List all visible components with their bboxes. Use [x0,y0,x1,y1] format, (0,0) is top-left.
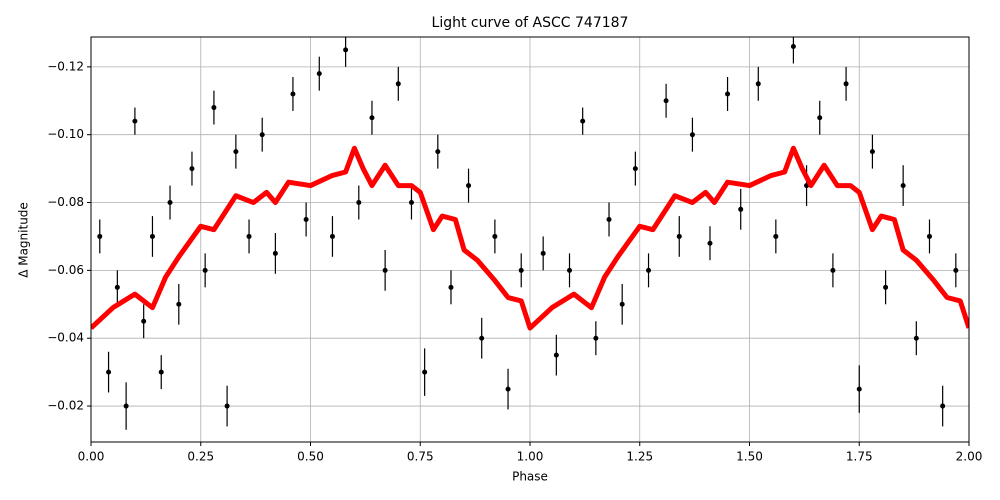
data-point [149,233,155,239]
y-tick-label: −0.06 [47,263,84,277]
data-point [448,284,454,290]
data-point [790,43,796,49]
data-point [900,183,906,189]
data-point [141,318,147,324]
y-tick-label: −0.08 [47,195,84,209]
y-tick-label: −0.02 [47,399,84,413]
data-point [606,216,612,222]
data-point [755,81,761,87]
data-point [356,200,362,206]
data-point [869,149,875,155]
x-tick-label: 0.50 [297,450,324,464]
data-point [676,233,682,239]
data-point [707,240,713,246]
data-point [395,81,401,87]
data-point [435,149,441,155]
data-point [540,250,546,256]
x-tick-label: 0.75 [407,450,434,464]
data-point [382,267,388,273]
data-point [593,335,599,341]
data-point [843,81,849,87]
data-point [689,132,695,138]
x-tick-label: 0.25 [187,450,214,464]
data-point [663,98,669,104]
data-point [580,118,586,124]
data-point [224,403,230,409]
data-point [369,115,375,121]
x-tick-label: 1.25 [626,450,653,464]
data-point [189,166,195,172]
data-point [926,233,932,239]
data-point [343,47,349,53]
data-point [167,200,173,206]
x-tick-label: 1.50 [736,450,763,464]
data-point [158,369,164,375]
data-point [553,352,559,358]
x-tick-label: 0.00 [78,450,105,464]
data-point [272,250,278,256]
data-point [738,206,744,212]
data-point [422,369,428,375]
y-tick-label: −0.04 [47,331,84,345]
x-axis-label: Phase [512,470,548,484]
x-tick-label: 1.75 [846,450,873,464]
data-point [303,216,309,222]
x-tick-label: 1.00 [517,450,544,464]
data-point [646,267,652,273]
data-point [479,335,485,341]
curve [91,145,969,331]
data-point [211,105,217,111]
data-point [106,369,112,375]
data-point [505,386,511,392]
data-point [246,233,252,239]
data-point [518,267,524,273]
data-point [817,115,823,121]
data-point [856,386,862,392]
data-point [202,267,208,273]
data-point [830,267,836,273]
data-point [123,403,129,409]
y-tick-label: −0.10 [47,127,84,141]
data-point [114,284,120,290]
data-point [176,301,182,307]
data-point [953,267,959,273]
y-axis-label: Δ Magnitude [17,202,31,278]
data-point [632,166,638,172]
data-point [316,71,322,77]
data-point [290,91,296,97]
data-point [466,183,472,189]
chart-title: Light curve of ASCC 747187 [432,15,629,31]
plot-frame [90,36,970,443]
x-tick-label: 2.00 [956,450,983,464]
data-point [773,233,779,239]
data-point [940,403,946,409]
data-point [492,233,498,239]
y-tick-label: −0.12 [47,59,84,73]
data-point [259,132,265,138]
data-point [619,301,625,307]
data-point [567,267,573,273]
data-point [725,91,731,97]
data-point [233,149,239,155]
data-point [132,118,138,124]
data-point [883,284,889,290]
data-point [329,233,335,239]
data-point [408,200,414,206]
data-point [97,233,103,239]
data-point [913,335,919,341]
